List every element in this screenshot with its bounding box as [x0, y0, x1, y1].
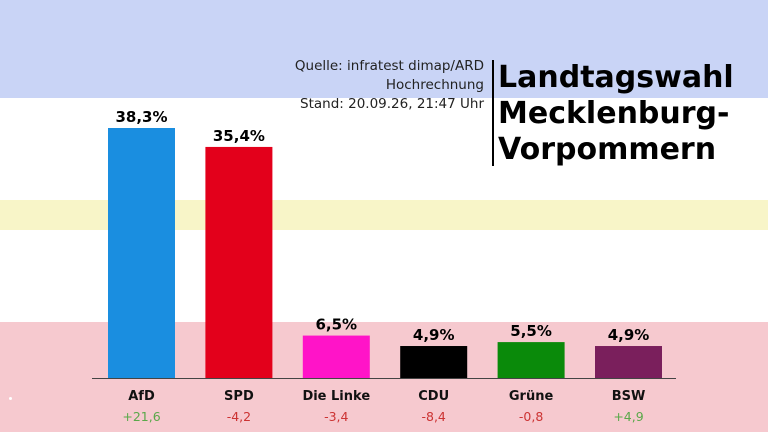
- bar-die-linke: [302, 335, 370, 378]
- chart-title: Landtagswahl Mecklenburg- Vorpommern: [498, 60, 734, 168]
- category-label: Die Linke: [302, 389, 370, 404]
- value-label: 5,5%: [510, 322, 552, 340]
- category-label: BSW: [612, 389, 646, 404]
- bar-afd: [108, 128, 175, 378]
- timestamp-label: Stand: 20.09.26, 21:47 Uhr: [300, 96, 484, 112]
- category-label: SPD: [224, 389, 254, 404]
- background-band-top: [0, 0, 768, 98]
- change-label: -4,2: [227, 409, 251, 424]
- title-line-2: Mecklenburg-: [498, 96, 730, 131]
- category-label: CDU: [418, 389, 449, 404]
- bar-grüne: [497, 342, 565, 378]
- source-line: Quelle: infratest dimap/ARD: [294, 58, 484, 74]
- title-line-1: Landtagswahl: [498, 60, 734, 95]
- value-label: 4,9%: [608, 326, 650, 344]
- change-label: +4,9: [613, 409, 643, 424]
- bar-spd: [205, 146, 273, 378]
- change-label: -0,8: [519, 409, 543, 424]
- value-label: 35,4%: [213, 127, 265, 145]
- value-label: 38,3%: [115, 108, 167, 126]
- projection-label: Hochrechnung: [385, 77, 484, 93]
- bar-bsw: [595, 346, 662, 378]
- bar-cdu: [400, 346, 468, 378]
- change-label: +21,6: [122, 409, 160, 424]
- title-divider: [492, 60, 494, 166]
- category-label: Grüne: [509, 389, 554, 404]
- value-label: 4,9%: [413, 326, 455, 344]
- category-label: AfD: [128, 389, 155, 404]
- title-line-3: Vorpommern: [498, 132, 717, 167]
- value-label: 6,5%: [315, 316, 357, 334]
- change-label: -3,4: [324, 409, 348, 424]
- corner-dot: [9, 397, 12, 400]
- change-label: -8,4: [422, 409, 446, 424]
- source-block: Quelle: infratest dimap/ARD Hochrechnung…: [295, 57, 484, 114]
